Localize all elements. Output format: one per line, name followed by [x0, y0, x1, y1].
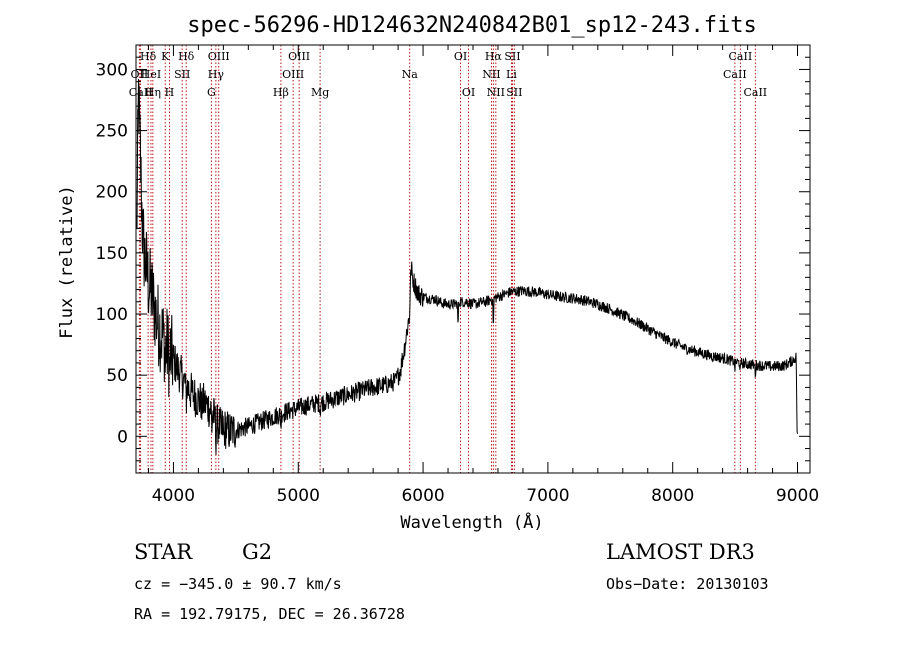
survey-label: LAMOST DR3: [606, 540, 755, 564]
spectral-line-label: SII: [506, 86, 522, 99]
spectral-line-label: CaII: [129, 86, 153, 99]
x-tick-label: 6000: [401, 486, 444, 506]
y-tick-label: 300: [96, 60, 128, 80]
y-tick-label: 150: [96, 244, 128, 264]
spectral-line-label: Hδ: [178, 50, 195, 63]
x-tick-label: 4000: [152, 486, 195, 506]
spectral-line-label: K: [161, 50, 170, 63]
x-tick-label: 5000: [277, 486, 320, 506]
spectral-line-label: G: [207, 86, 216, 99]
spectral-line-labels: Hδ OII CaII HeI Hη K SII H Hδ OIII Hγ G Hβ OIII OIII Mg…: [129, 50, 767, 99]
spectral-line-label: SII: [174, 68, 190, 81]
spectral-line-label: OII: [131, 68, 149, 81]
spectral-line-label: OI: [454, 50, 467, 63]
spectral-line-label: OIII: [282, 68, 304, 81]
spectral-line-label: CaII: [729, 50, 753, 63]
x-tick-label: 9000: [776, 486, 819, 506]
spectral-line-label: OIII: [208, 50, 230, 63]
object-class: STAR: [134, 540, 193, 564]
spectral-line-label: Hβ: [273, 86, 289, 99]
spectrum-series-line: [136, 79, 798, 455]
spectral-line-label: OIII: [288, 50, 310, 63]
cz-velocity: cz = −345.0 ± 90.7 km/s: [134, 575, 342, 593]
spectral-line-label: Hγ: [208, 68, 225, 81]
y-tick-label: 0: [117, 427, 128, 447]
ra-dec: RA = 192.79175, DEC = 26.36728: [134, 605, 405, 623]
spectral-line-markers: [138, 45, 756, 473]
y-tick-label: 100: [96, 305, 128, 325]
spectral-line-label: H: [165, 86, 175, 99]
spectral-line-label: CaII: [723, 68, 747, 81]
spectral-line-label: HeI: [141, 68, 161, 81]
spectral-line-label: Na: [402, 68, 419, 81]
spectral-line-label: SII: [504, 50, 520, 63]
y-axis-ticks: 0 50 100 150 200 250 300: [96, 44, 810, 474]
spectral-line-label: Hδ: [140, 50, 157, 63]
x-axis-ticks: 4000 5000 6000 7000 8000 9000: [147, 45, 819, 506]
spectral-line-label: Hα: [485, 50, 503, 63]
spectral-line-label: Li: [506, 68, 517, 81]
x-tick-label: 8000: [651, 486, 694, 506]
spectral-line-label: NII: [482, 68, 500, 81]
spectral-line-label: Hη: [145, 86, 161, 99]
spectral-line-label: NII: [487, 86, 505, 99]
y-tick-label: 50: [106, 366, 128, 386]
obs-date: Obs−Date: 20130103: [606, 575, 769, 593]
y-axis-label: Flux (relative): [57, 185, 77, 339]
y-tick-label: 200: [96, 183, 128, 203]
spectral-line-label: CaII: [743, 86, 767, 99]
x-tick-label: 7000: [526, 486, 569, 506]
x-axis-label: Wavelength (Å): [400, 511, 543, 533]
spectral-line-label: Mg: [311, 86, 329, 99]
plot-frame: [135, 44, 811, 474]
y-tick-label: 250: [96, 122, 128, 142]
chart-title: spec-56296-HD124632N240842B01_sp12-243.f…: [187, 13, 757, 38]
spectral-line-label: OI: [462, 86, 475, 99]
object-subclass: G2: [242, 540, 272, 564]
